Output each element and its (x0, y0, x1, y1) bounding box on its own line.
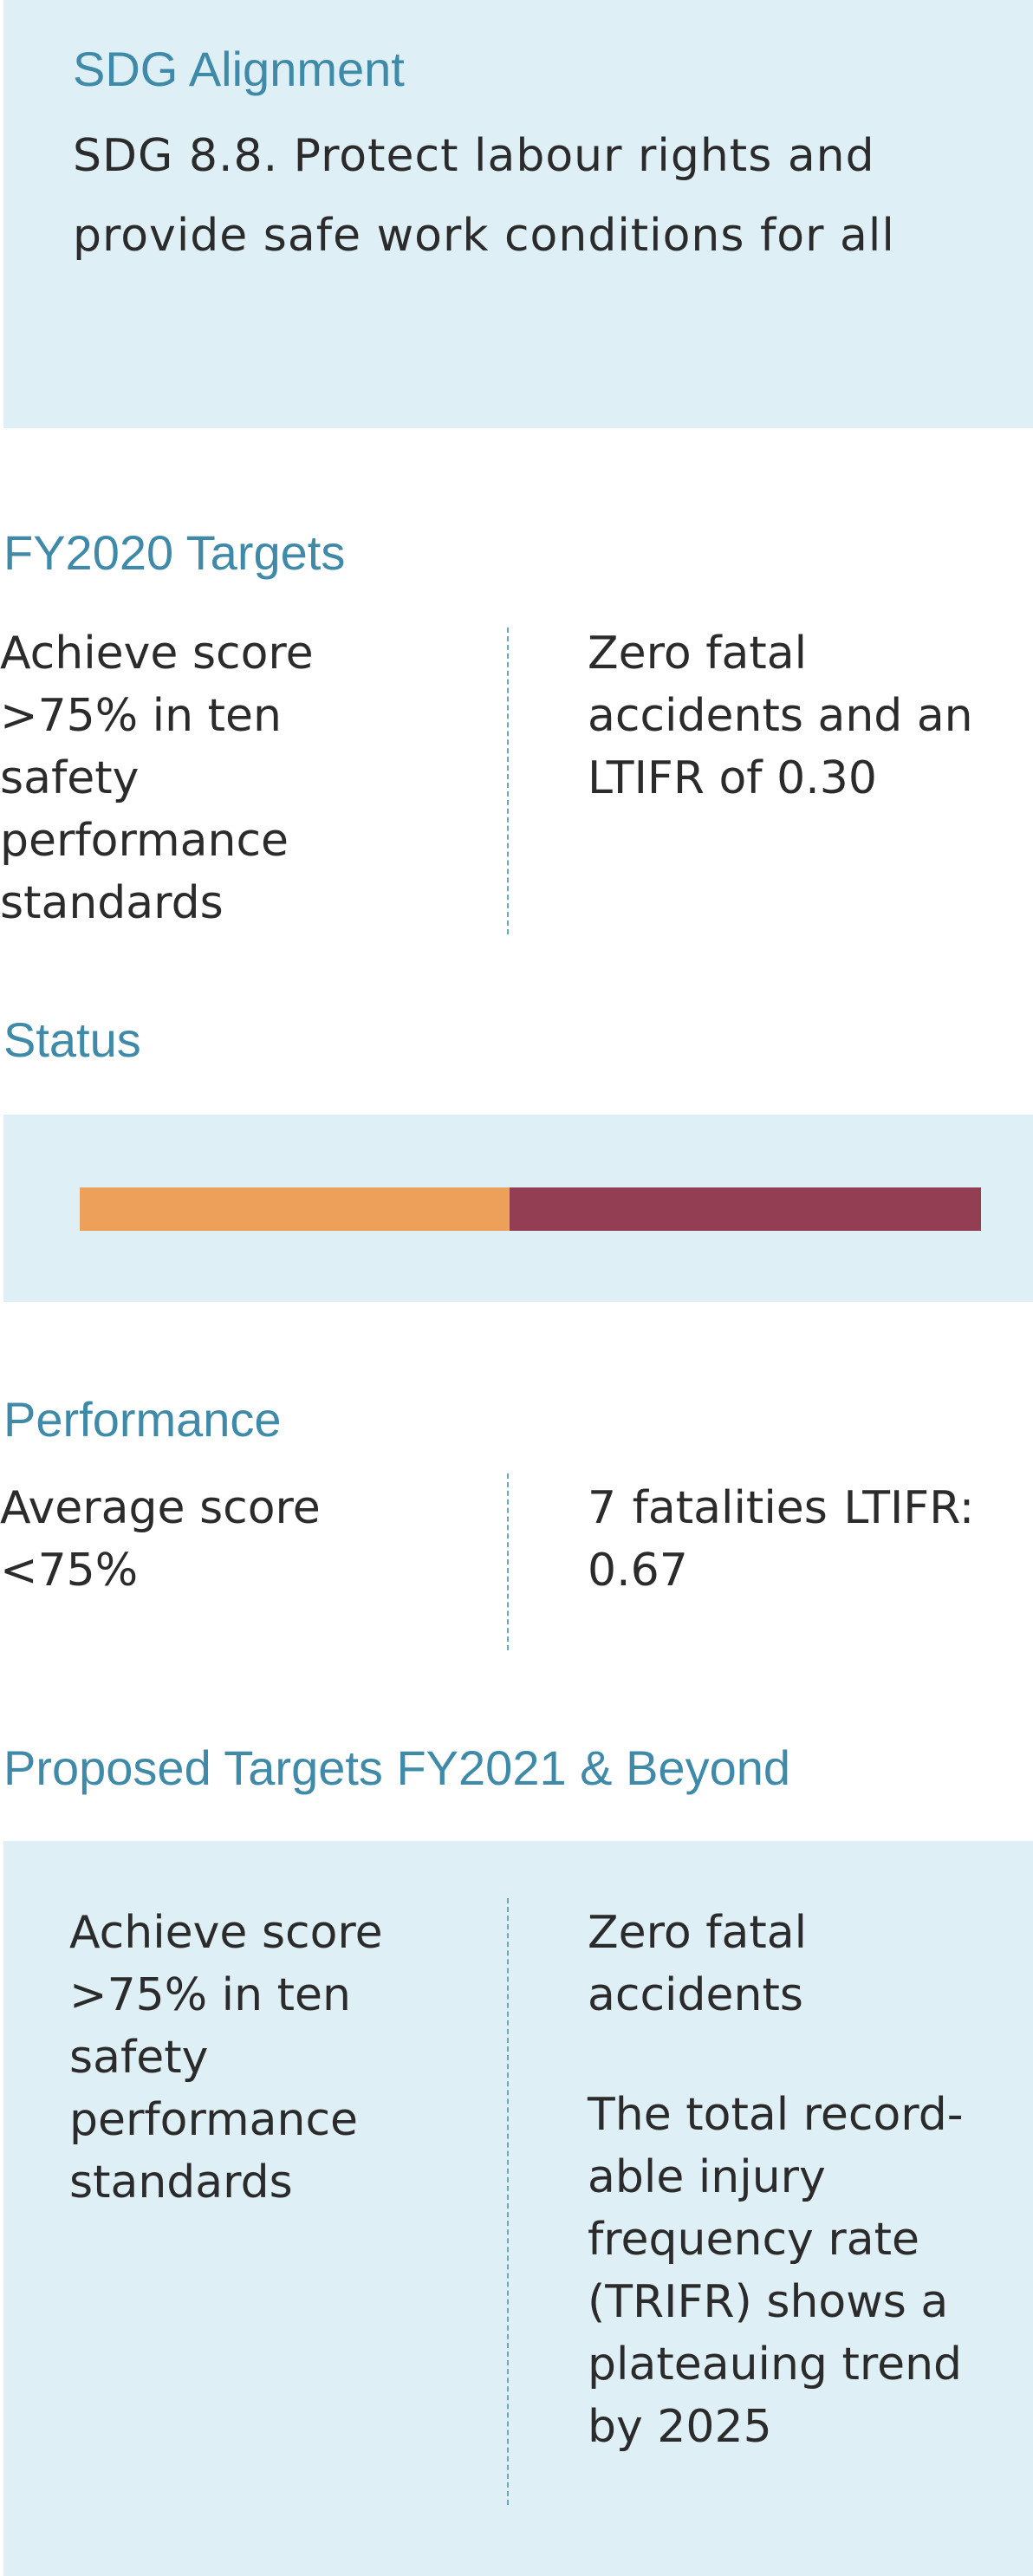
fy2020-targets-heading: FY2020 Targets (3, 525, 346, 580)
proposed-target-score: Achieve score >75% in ten safety perform… (69, 1907, 383, 2208)
proposed-target-trifr: The total record-able injury frequency r… (588, 2089, 964, 2453)
performance-heading: Performance (3, 1392, 282, 1447)
proposed-target-fatalities: Zero fatal accidents (588, 1907, 808, 2021)
status-heading: Status (3, 1012, 141, 1067)
status-bar-segment-2 (509, 1187, 981, 1231)
proposed-targets-heading: Proposed Targets FY2021 & Beyond (3, 1740, 791, 1795)
proposed-targets-panel: Achieve score >75% in ten safety perform… (3, 1841, 1033, 2576)
fy2020-targets-divider (507, 628, 509, 934)
status-panel (3, 1115, 1033, 1302)
status-progress-bar (80, 1187, 981, 1231)
performance-fatalities: 7 fatalities LTIFR: 0.67 (588, 1482, 975, 1597)
sdg-alignment-panel: SDG Alignment SDG 8.8. Protect labour ri… (3, 0, 1033, 428)
sdg-alignment-text: SDG 8.8. Protect labour rights and provi… (73, 130, 895, 262)
fy2020-target-fatalities: Zero fatal accidents and an LTIFR of 0.3… (588, 628, 973, 804)
performance-divider (507, 1473, 509, 1650)
sdg-alignment-heading: SDG Alignment (73, 42, 405, 96)
performance-score: Average score <75% (0, 1482, 321, 1597)
proposed-targets-divider (507, 1898, 509, 2505)
fy2020-target-score: Achieve score >75% in ten safety perform… (0, 628, 314, 929)
status-bar-segment-1 (80, 1187, 510, 1231)
